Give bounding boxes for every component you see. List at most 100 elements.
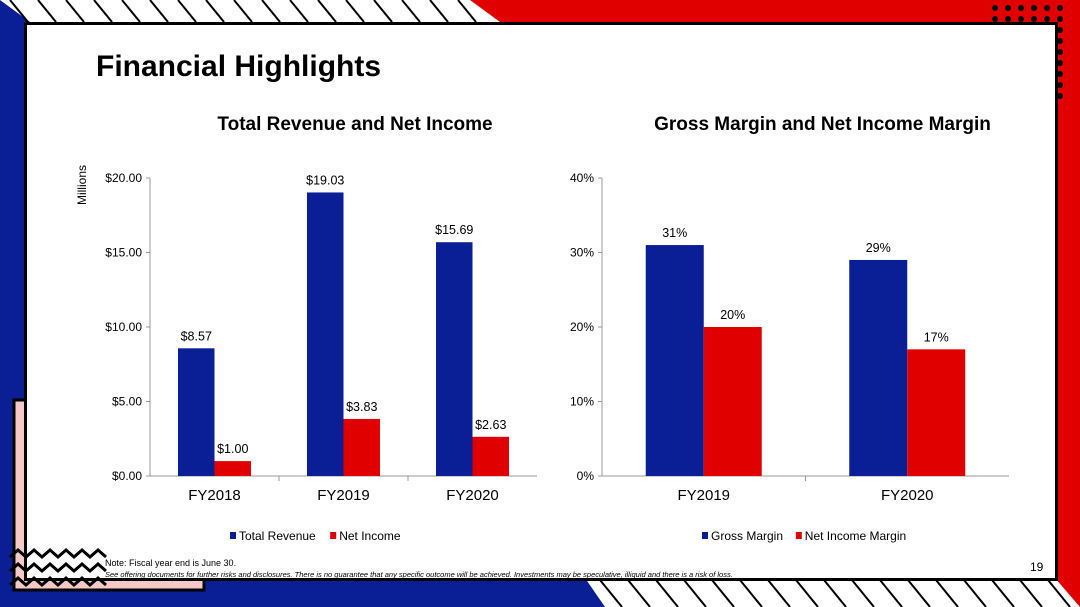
disclaimer: See offering documents for further risks… bbox=[105, 570, 733, 579]
stripe bbox=[373, 0, 393, 23]
bar-gross-margin bbox=[849, 259, 908, 476]
x-tick-label: FY2018 bbox=[188, 487, 241, 504]
stripe bbox=[963, 579, 987, 607]
stripe bbox=[149, 0, 169, 23]
zigzag-line bbox=[9, 576, 107, 587]
bar-gross-margin bbox=[645, 245, 704, 476]
stripe bbox=[683, 579, 707, 607]
stripe bbox=[795, 579, 819, 607]
dot bbox=[1005, 16, 1011, 22]
dot bbox=[1057, 93, 1063, 99]
y-axis-label: Millions bbox=[75, 165, 89, 205]
y-tick-label: $10.00 bbox=[105, 320, 142, 334]
stripe bbox=[289, 0, 309, 23]
dot bbox=[1031, 5, 1037, 11]
legend-label: Total Revenue bbox=[239, 529, 316, 543]
chart-1: $0.00 $5.00 $10.00 $15.00 $20.00 FY2018 $8.57 $… bbox=[75, 165, 537, 543]
dot bbox=[1018, 5, 1024, 11]
dot bbox=[1018, 16, 1024, 22]
y-tick-label: 10% bbox=[570, 395, 594, 409]
data-label: $15.69 bbox=[435, 223, 473, 237]
x-tick-label: FY2020 bbox=[881, 487, 934, 504]
footnote: Note: Fiscal year end is June 30. bbox=[105, 558, 237, 568]
stripe bbox=[1047, 579, 1071, 607]
stripe bbox=[823, 579, 847, 607]
x-tick-label: FY2019 bbox=[677, 487, 730, 504]
y-tick-label: 20% bbox=[570, 320, 594, 334]
stripe bbox=[261, 0, 281, 23]
bar-total-revenue bbox=[307, 192, 344, 476]
data-label: 20% bbox=[720, 308, 745, 322]
bar-total-revenue bbox=[436, 242, 473, 476]
dot bbox=[1057, 38, 1063, 44]
stripe bbox=[879, 579, 903, 607]
dot bbox=[1057, 27, 1063, 33]
page-number: 19 bbox=[1030, 560, 1044, 574]
y-tick-label: 30% bbox=[570, 246, 594, 260]
data-label: $19.03 bbox=[306, 173, 344, 187]
data-label: $8.57 bbox=[181, 329, 212, 343]
dot bbox=[1057, 82, 1063, 88]
legend-label: Net Income Margin bbox=[805, 529, 906, 543]
chart1-title: Total Revenue and Net Income bbox=[217, 114, 493, 135]
data-label: $1.00 bbox=[217, 442, 248, 456]
data-label: 31% bbox=[662, 226, 687, 240]
bar-net-income bbox=[214, 461, 251, 476]
y-tick-label: $0.00 bbox=[112, 469, 142, 483]
x-tick-label: FY2019 bbox=[317, 487, 370, 504]
dot bbox=[992, 5, 998, 11]
bottom-stripe-band bbox=[585, 578, 1080, 607]
y-tick-label: $20.00 bbox=[105, 171, 142, 185]
stripe bbox=[1019, 579, 1043, 607]
dot bbox=[1031, 16, 1037, 22]
y-tick-label: $15.00 bbox=[105, 246, 142, 260]
stripe bbox=[907, 579, 931, 607]
stripe bbox=[65, 0, 85, 23]
bar-net-income-margin bbox=[907, 349, 966, 476]
stripe bbox=[991, 579, 1015, 607]
stripe bbox=[317, 0, 337, 23]
stripe bbox=[429, 0, 449, 23]
stripe bbox=[627, 579, 651, 607]
stripe bbox=[401, 0, 421, 23]
stripe bbox=[345, 0, 365, 23]
page-title: Financial Highlights bbox=[96, 50, 382, 83]
y-tick-label: 0% bbox=[577, 469, 595, 483]
legend-label: Gross Margin bbox=[711, 529, 783, 543]
bar-net-income bbox=[343, 418, 380, 476]
legend-swatch bbox=[702, 532, 708, 539]
data-label: $2.63 bbox=[475, 418, 506, 432]
dot bbox=[1057, 71, 1063, 77]
stripe bbox=[177, 0, 197, 23]
stripe bbox=[205, 0, 225, 23]
dot bbox=[1057, 60, 1063, 66]
stripe bbox=[739, 579, 763, 607]
zigzag-line bbox=[9, 548, 107, 559]
chart2-title: Gross Margin and Net Income Margin bbox=[654, 114, 991, 135]
data-label: 29% bbox=[866, 241, 891, 255]
y-tick-label: $5.00 bbox=[112, 395, 142, 409]
legend-swatch bbox=[795, 532, 802, 539]
stripe bbox=[711, 579, 735, 607]
zigzag-line bbox=[9, 562, 107, 573]
dot bbox=[1057, 16, 1063, 22]
stripe bbox=[851, 579, 875, 607]
bar-net-income-margin bbox=[703, 327, 762, 476]
bottom-diagonal-stripes bbox=[599, 579, 1071, 607]
dot bbox=[1044, 5, 1050, 11]
stripe bbox=[655, 579, 679, 607]
data-label: 17% bbox=[924, 330, 949, 344]
stripe bbox=[457, 0, 477, 23]
stripe bbox=[935, 579, 959, 607]
stripe bbox=[121, 0, 141, 23]
legend-swatch bbox=[330, 532, 337, 539]
y-tick-label: 40% bbox=[570, 171, 594, 185]
bar-total-revenue bbox=[178, 348, 215, 476]
stripe bbox=[93, 0, 113, 23]
stripe bbox=[599, 579, 623, 607]
stripe bbox=[767, 579, 791, 607]
legend-swatch bbox=[230, 532, 236, 539]
dot bbox=[1005, 5, 1011, 11]
stripe bbox=[9, 0, 29, 23]
